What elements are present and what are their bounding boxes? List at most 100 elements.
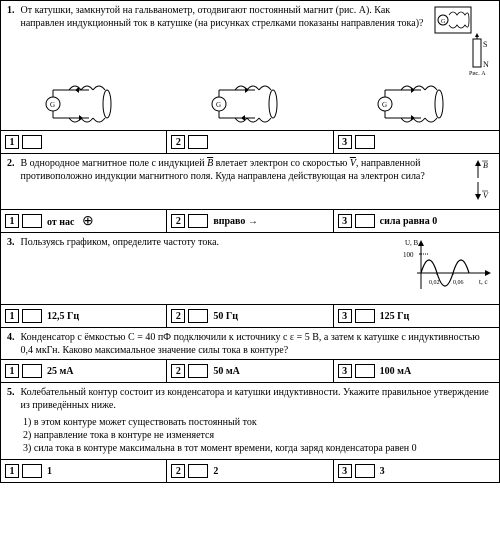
svg-text:G: G <box>441 19 446 25</box>
q1-answer-1[interactable]: 1 <box>1 131 167 153</box>
q2-answer-3[interactable]: 3 сила равна 0 <box>334 210 499 232</box>
answer-blank-box <box>355 464 375 478</box>
question-1: 1. От катушки, замкнутой на гальванометр… <box>1 1 499 154</box>
q2-text: В однородное магнитное поле с индукцией … <box>21 158 460 207</box>
answer-text: 1 <box>47 466 166 477</box>
answer-num-box: 1 <box>5 464 19 478</box>
answer-text: 3 <box>380 466 499 477</box>
q4-answer-1[interactable]: 1 25 мА <box>1 360 167 382</box>
q5-stmt-3: 3) сила тока в контуре максимальна в тот… <box>23 442 493 455</box>
answer-num-box: 2 <box>171 309 185 323</box>
answer-blank-box <box>22 309 42 323</box>
question-3: 3. Пользуясь графиком, определите частот… <box>1 233 499 328</box>
answer-blank-box <box>355 214 375 228</box>
answer-num-box: 1 <box>5 214 19 228</box>
q2-number: 2. <box>7 158 15 207</box>
q5-answer-1[interactable]: 1 1 <box>1 460 167 482</box>
answer-text: вправо → <box>213 216 332 227</box>
q3-number: 3. <box>7 237 15 302</box>
answer-text: 125 Гц <box>380 311 499 322</box>
answer-text: 25 мА <box>47 366 166 377</box>
q1-options-diagrams: G G G <box>1 80 499 130</box>
q4-answer-2[interactable]: 2 50 мА <box>167 360 333 382</box>
answer-blank-box <box>188 364 208 378</box>
answer-blank-box <box>355 364 375 378</box>
answer-text: 100 мА <box>380 366 499 377</box>
q2-answer-2[interactable]: 2 вправо → <box>167 210 333 232</box>
answer-num-box: 2 <box>171 464 185 478</box>
answer-num-box: 2 <box>171 135 185 149</box>
answer-blank-box <box>188 214 208 228</box>
q4-answers: 1 25 мА 2 50 мА 3 100 мА <box>1 359 499 382</box>
q4-answer-3[interactable]: 3 100 мА <box>334 360 499 382</box>
q3-answers: 1 12,5 Гц 2 50 Гц 3 125 Гц <box>1 304 499 327</box>
q1-opt3-diagram: G <box>371 84 461 124</box>
away-icon: ⊕ <box>82 214 94 229</box>
answer-num-box: 1 <box>5 364 19 378</box>
q5-answer-3[interactable]: 3 3 <box>334 460 499 482</box>
answer-num-box: 3 <box>338 135 352 149</box>
svg-text:B: B <box>483 161 488 170</box>
q1-number: 1. <box>7 5 15 78</box>
y-tick: 100 <box>403 251 414 259</box>
answer-num-box: 2 <box>171 214 185 228</box>
svg-text:G: G <box>382 101 387 109</box>
answer-text: сила равна 0 <box>380 216 499 227</box>
answer-blank-box <box>22 135 42 149</box>
x-axis-label: t, с <box>479 278 488 286</box>
answer-num-box: 3 <box>338 309 352 323</box>
q1-text: От катушки, замкнутой на гальванометр, о… <box>21 5 430 78</box>
q4-number: 4. <box>7 332 15 357</box>
q5-number: 5. <box>7 387 15 412</box>
question-5: 5. Колебательный контур состоит из конде… <box>1 383 499 482</box>
y-axis-label: U, В <box>405 239 419 247</box>
svg-text:V: V <box>483 191 489 200</box>
answer-text: 50 Гц <box>213 311 332 322</box>
q3-text: Пользуясь графиком, определите частоту т… <box>21 237 400 302</box>
q5-text: Колебательный контур состоит из конденса… <box>21 387 494 412</box>
x-tick-1: 0,02 <box>429 280 440 286</box>
q5-statements: 1) в этом контуре может существовать пос… <box>1 414 499 459</box>
q3-graph: U, В 100 0,02 0,06 t, с <box>403 237 493 302</box>
question-4: 4. Конденсатор с ёмкостью С = 40 пФ подк… <box>1 328 499 383</box>
q1-opt2-diagram: G <box>205 84 295 124</box>
q3-answer-1[interactable]: 1 12,5 Гц <box>1 305 167 327</box>
q5-stmt-1: 1) в этом контуре может существовать пос… <box>23 416 493 429</box>
worksheet: 1. От катушки, замкнутой на гальванометр… <box>0 0 500 483</box>
q5-answers: 1 1 2 2 3 3 <box>1 459 499 482</box>
fig-a-label: Рис. А <box>469 71 486 75</box>
q3-answer-3[interactable]: 3 125 Гц <box>334 305 499 327</box>
svg-text:S: S <box>483 40 487 49</box>
answer-text: от нас ⊕ <box>47 213 166 230</box>
answer-num-box: 3 <box>338 464 352 478</box>
q5-stmt-2: 2) направление тока в контуре не изменяе… <box>23 429 493 442</box>
answer-num-box: 3 <box>338 214 352 228</box>
q1-answers: 1 2 3 <box>1 130 499 153</box>
answer-text: 2 <box>213 466 332 477</box>
answer-blank-box <box>355 309 375 323</box>
q4-text: Конденсатор с ёмкостью С = 40 пФ подключ… <box>21 332 494 357</box>
q1-figure-a: G S N Рис. А <box>433 5 493 78</box>
answer-blank-box <box>22 364 42 378</box>
answer-blank-box <box>188 309 208 323</box>
question-2: 2. В однородное магнитное поле с индукци… <box>1 154 499 233</box>
q1-answer-3[interactable]: 3 <box>334 131 499 153</box>
q3-answer-2[interactable]: 2 50 Гц <box>167 305 333 327</box>
q1-answer-2[interactable]: 2 <box>167 131 333 153</box>
answer-blank-box <box>188 464 208 478</box>
q2-vector-diagram: B V <box>463 158 493 207</box>
answer-blank-box <box>355 135 375 149</box>
answer-num-box: 3 <box>338 364 352 378</box>
answer-num-box: 1 <box>5 135 19 149</box>
answer-num-box: 1 <box>5 309 19 323</box>
q2-answers: 1 от нас ⊕ 2 вправо → 3 сила равна 0 <box>1 209 499 232</box>
answer-blank-box <box>188 135 208 149</box>
svg-text:G: G <box>50 101 55 109</box>
q1-opt1-diagram: G <box>39 84 129 124</box>
answer-text: 50 мА <box>213 366 332 377</box>
q2-answer-1[interactable]: 1 от нас ⊕ <box>1 210 167 232</box>
answer-text: 12,5 Гц <box>47 311 166 322</box>
answer-blank-box <box>22 214 42 228</box>
answer-num-box: 2 <box>171 364 185 378</box>
q5-answer-2[interactable]: 2 2 <box>167 460 333 482</box>
